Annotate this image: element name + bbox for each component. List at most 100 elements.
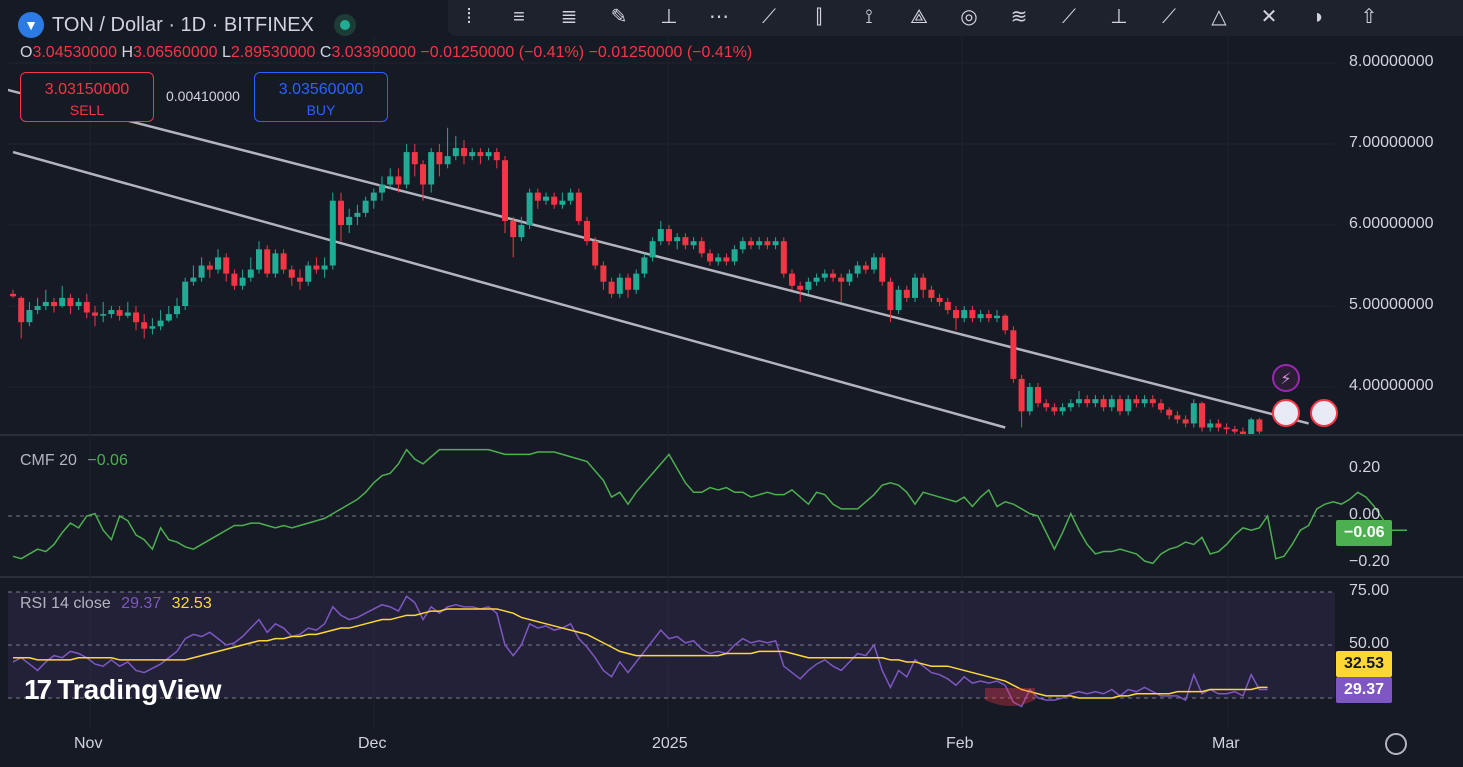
candle (1035, 382, 1041, 408)
candle (157, 310, 164, 331)
cmf-title: CMF 20 (20, 452, 77, 469)
candle-body (1207, 423, 1214, 428)
time-axis-label: Feb (946, 735, 974, 752)
candle (1133, 395, 1140, 408)
candle-body (879, 257, 886, 282)
candle (329, 192, 336, 270)
candle (141, 314, 148, 339)
vertical-line-icon[interactable]: ⊥ (660, 6, 678, 28)
buy-button[interactable]: 3.03560000 BUY (254, 72, 388, 122)
candle-body (34, 306, 41, 311)
candle (1166, 407, 1173, 420)
candle (190, 265, 197, 286)
candle-body (1223, 427, 1230, 430)
shape-icon[interactable]: ◗ (1312, 6, 1326, 28)
candle (149, 318, 156, 335)
candle (493, 148, 500, 169)
trendline-icon[interactable]: ⟋ (762, 6, 776, 28)
candle (239, 269, 246, 290)
candle (592, 237, 599, 270)
candle (411, 144, 418, 177)
candle (944, 297, 951, 315)
candle-body (75, 301, 82, 306)
brush-icon[interactable]: ✎ (610, 6, 628, 28)
segment-icon[interactable]: ⟋ (1162, 6, 1176, 28)
candle-body (428, 152, 435, 185)
candle-body (592, 241, 599, 266)
hline-multi-icon[interactable]: ≡ (513, 6, 525, 28)
parallel-lines-icon[interactable]: ≣ (560, 6, 578, 28)
ray-icon[interactable]: ⟋ (1062, 6, 1076, 28)
candle-body (764, 241, 771, 246)
candle-body (239, 277, 246, 286)
candle (420, 160, 426, 201)
pattern-icon[interactable]: ✕ (1260, 6, 1278, 28)
candle (1117, 395, 1123, 416)
path-icon[interactable]: ⟟ (865, 6, 873, 28)
candle (1084, 395, 1091, 408)
candle-body (141, 322, 148, 329)
anchored-icon[interactable]: ⊥ (1110, 6, 1128, 28)
arrow-up-icon[interactable]: ⇧ (1360, 6, 1378, 28)
tradingview-watermark: 17 TradingView (24, 674, 222, 706)
candle-body (198, 265, 205, 278)
candle (1018, 374, 1025, 428)
change-value: −0.01250000 (−0.41%) (420, 44, 585, 61)
handle-icon[interactable]: ⁞ (466, 6, 472, 28)
candle (969, 306, 976, 323)
candle-body (575, 192, 582, 221)
candle (198, 257, 205, 282)
candle-body (485, 152, 492, 157)
candle-body (936, 297, 943, 302)
candle (272, 249, 279, 278)
candle-body (1149, 399, 1156, 404)
candle-body (903, 289, 910, 298)
candle-body (26, 310, 33, 323)
candle (1215, 419, 1222, 432)
candle-body (149, 326, 156, 329)
candle (698, 237, 705, 258)
candle (961, 306, 968, 323)
candle (674, 233, 681, 250)
candle (387, 168, 394, 189)
candle (551, 192, 558, 209)
candle-body (182, 281, 189, 306)
price-axis-label: 7.00000000 (1349, 134, 1434, 151)
fib-icon[interactable]: ≋ (1010, 6, 1028, 28)
candle (174, 297, 180, 319)
chart-header: ▼ TON / Dollar · 1D · BITFINEX (18, 8, 356, 42)
cmf-price-badge: −0.06 (1336, 520, 1393, 546)
candle-body (985, 314, 992, 319)
candle-body (846, 273, 853, 282)
symbol-title[interactable]: TON / Dollar · 1D · BITFINEX (52, 13, 314, 36)
candle (633, 269, 640, 294)
candle (1067, 399, 1074, 412)
candle (994, 310, 1000, 323)
ohlc-legend: O3.04530000 H3.06560000 L2.89530000 C3.0… (20, 44, 752, 62)
dots-line-icon[interactable]: ⋯ (709, 6, 729, 28)
candle (854, 261, 861, 278)
candle (288, 265, 295, 286)
sell-button[interactable]: 3.03150000 SELL (20, 72, 154, 122)
candle (1190, 399, 1197, 428)
pitchfork-icon[interactable]: ⟁ (910, 6, 928, 28)
channel-lower-line (12, 150, 1006, 429)
candle (428, 148, 435, 193)
candle (231, 269, 238, 290)
circle-icon[interactable]: ◎ (960, 6, 978, 28)
triangle-icon[interactable]: △ (1211, 6, 1227, 28)
candle-body (854, 265, 861, 274)
candle-body (1166, 409, 1173, 416)
candle-body (190, 277, 197, 282)
candle (305, 261, 312, 286)
candle (666, 225, 672, 246)
market-status-icon[interactable] (333, 14, 356, 36)
candle-body (1059, 407, 1066, 412)
candles-icon[interactable]: ⫿ (815, 6, 823, 28)
candle (821, 269, 828, 282)
candle-body (1231, 429, 1238, 432)
candle (10, 289, 16, 298)
candle (830, 269, 836, 282)
